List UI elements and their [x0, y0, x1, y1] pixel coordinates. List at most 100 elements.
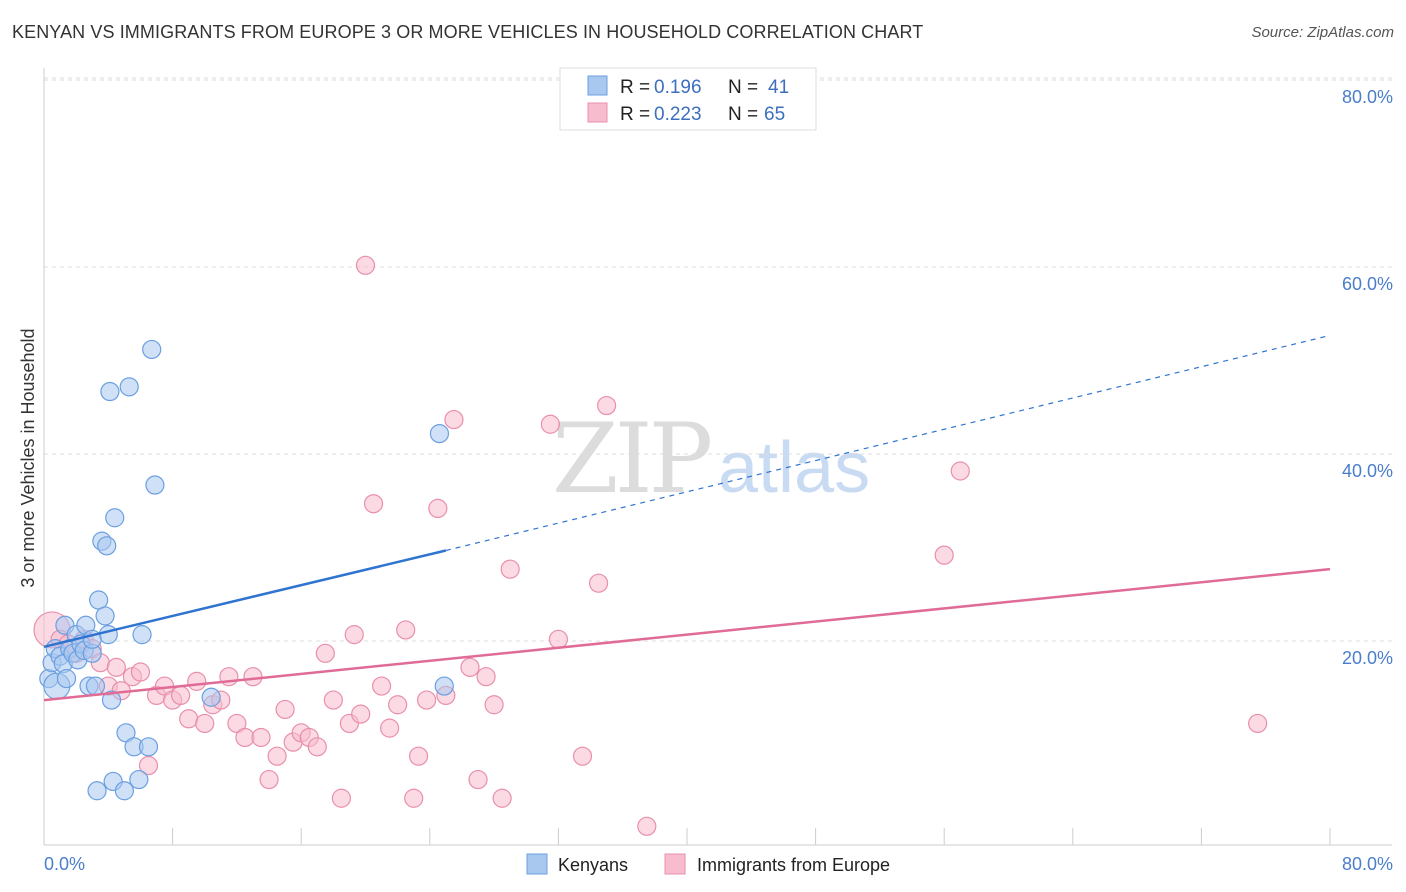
- legend-r-label-kenyans: R =: [620, 77, 650, 98]
- immigrants-point: [396, 620, 416, 640]
- immigrants-point: [331, 788, 351, 808]
- immigrants-point: [138, 755, 159, 776]
- immigrants-point: [371, 676, 392, 696]
- y-tick-label-80: 80.0%: [1342, 87, 1393, 107]
- legend-r-value-kenyans: 0.196: [654, 77, 702, 98]
- kenyans-point: [85, 676, 106, 696]
- kenyans-point: [105, 508, 125, 528]
- y-axis-label: 3 or more Vehicles in Household: [18, 328, 38, 587]
- chart-title: KENYAN VS IMMIGRANTS FROM EUROPE 3 OR MO…: [12, 22, 924, 42]
- immigrants-point: [243, 667, 263, 687]
- legend-r-value-immigrants: 0.223: [654, 104, 702, 125]
- watermark-atlas: atlas: [718, 428, 870, 508]
- legend-swatch-kenyans: [587, 75, 608, 96]
- kenyans-point: [100, 381, 120, 402]
- immigrants-europe-points: [33, 255, 1268, 836]
- kenyans-trend-line: [43, 549, 447, 648]
- trend-lines: [43, 334, 1331, 702]
- series-legend: Kenyans Immigrants from Europe: [526, 853, 890, 875]
- bottom-legend-swatch-kenyans: [526, 853, 548, 875]
- immigrants-point: [344, 625, 364, 645]
- immigrants-point: [179, 709, 199, 729]
- kenyans-point: [101, 690, 122, 710]
- x-tick-label-max: 80.0%: [1342, 854, 1393, 874]
- immigrants-point: [187, 671, 207, 691]
- immigrants-point: [259, 769, 279, 790]
- immigrants-point: [171, 685, 191, 706]
- immigrants-point: [428, 498, 448, 518]
- legend-n-value-kenyans: 41: [768, 77, 789, 98]
- kenyans-points: [39, 339, 454, 801]
- kenyans-point: [201, 687, 221, 707]
- legend-n-label-immigrants: N =: [728, 104, 758, 125]
- kenyans-point: [98, 625, 118, 645]
- kenyans-point: [95, 606, 115, 626]
- axes: [43, 68, 1392, 846]
- kenyans-trend-extension: [445, 334, 1331, 552]
- watermark-zip: ZIP: [552, 403, 711, 515]
- kenyans-point: [142, 339, 162, 360]
- immigrants-point: [548, 629, 569, 649]
- immigrants-point: [363, 494, 384, 514]
- immigrants-point: [275, 699, 295, 720]
- immigrants-point: [408, 746, 429, 766]
- kenyans-point: [87, 781, 107, 801]
- legend-swatch-immigrants: [587, 102, 608, 123]
- y-tick-label-20: 20.0%: [1342, 648, 1393, 668]
- stats-legend: R = 0.196 N = 41 R = 0.223 N = 65: [559, 67, 817, 131]
- immigrants-point: [388, 695, 408, 715]
- immigrants-point: [355, 255, 376, 275]
- kenyans-point: [129, 769, 149, 790]
- immigrants-point: [323, 690, 343, 710]
- immigrants-point: [492, 788, 512, 808]
- source-credit: Source: ZipAtlas.com: [1251, 24, 1394, 41]
- immigrants-point: [130, 662, 151, 682]
- immigrants-point: [106, 657, 126, 677]
- immigrants-point: [1248, 713, 1268, 734]
- kenyans-point: [97, 536, 117, 556]
- immigrants-point: [235, 727, 255, 748]
- immigrants-point: [468, 769, 488, 790]
- bottom-legend-swatch-immigrants: [664, 853, 686, 875]
- immigrants-point: [404, 788, 424, 808]
- immigrants-point: [416, 690, 437, 710]
- legend-r-label-immigrants: R =: [620, 104, 650, 125]
- kenyans-point: [138, 737, 159, 757]
- immigrants-point: [540, 414, 560, 434]
- y-tick-label-60: 60.0%: [1342, 274, 1393, 294]
- kenyans-point: [434, 676, 454, 696]
- x-tick-label-min: 0.0%: [44, 854, 85, 874]
- immigrants-point: [637, 816, 657, 836]
- immigrants-trend-line: [43, 567, 1331, 702]
- kenyans-point: [114, 781, 134, 801]
- bottom-legend-label-immigrants: Immigrants from Europe: [697, 855, 890, 875]
- immigrants-point: [588, 573, 609, 593]
- immigrants-point: [444, 409, 464, 430]
- y-tick-label-40: 40.0%: [1342, 461, 1393, 481]
- immigrants-point: [380, 718, 400, 738]
- gridlines: [44, 77, 1392, 642]
- immigrants-point: [484, 695, 504, 715]
- legend-n-value-immigrants: 65: [764, 104, 785, 125]
- immigrants-point: [597, 395, 617, 416]
- immigrants-point: [251, 727, 271, 748]
- immigrants-point: [315, 643, 335, 663]
- legend-n-label-kenyans: N =: [728, 77, 758, 98]
- immigrants-point: [307, 737, 327, 757]
- immigrants-point: [476, 667, 496, 687]
- y-axis-tick-labels: 20.0% 40.0% 60.0% 80.0%: [1342, 87, 1393, 668]
- kenyans-point: [429, 424, 450, 444]
- immigrants-point: [572, 746, 593, 766]
- watermark: ZIP atlas: [552, 403, 870, 515]
- kenyans-point: [145, 475, 165, 495]
- kenyans-point: [119, 377, 139, 397]
- x-axis-ticks: [43, 828, 1331, 845]
- kenyans-point: [56, 668, 77, 689]
- immigrants-point: [500, 559, 520, 579]
- immigrants-point: [460, 657, 480, 677]
- bottom-legend-label-kenyans: Kenyans: [558, 855, 628, 875]
- immigrants-point: [267, 746, 287, 766]
- immigrants-point: [934, 545, 954, 565]
- kenyans-point: [132, 625, 152, 645]
